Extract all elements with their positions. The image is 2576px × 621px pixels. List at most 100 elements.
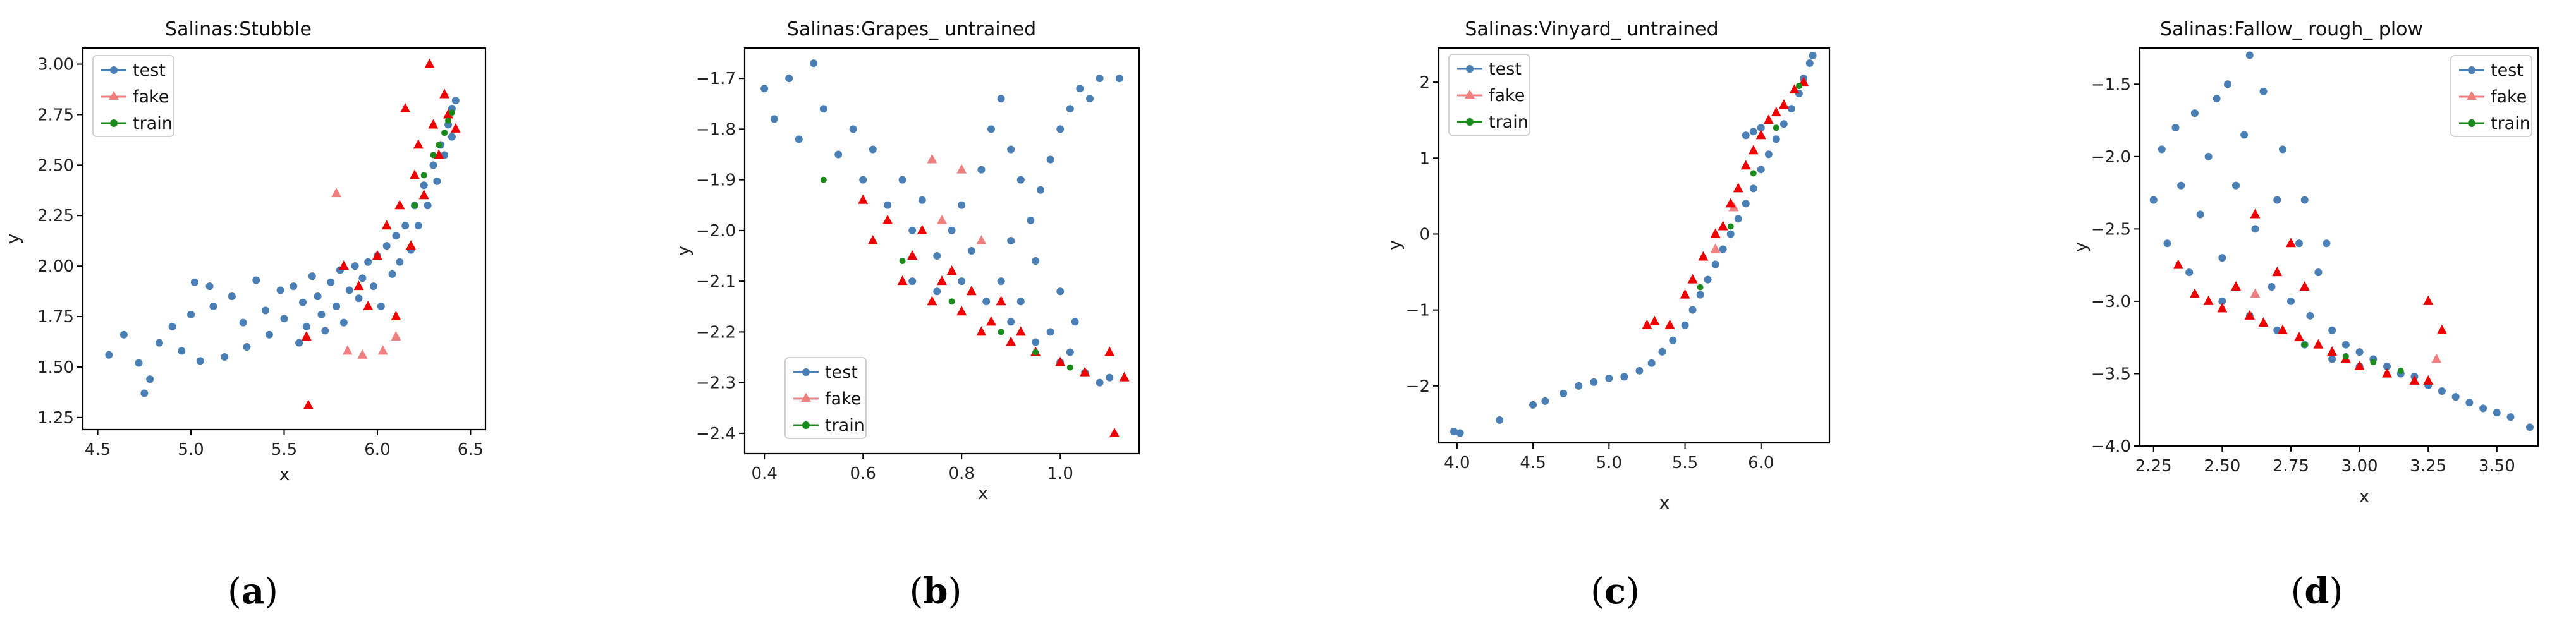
fake-point xyxy=(937,214,947,224)
x-tick-label: 2.75 xyxy=(2273,457,2309,476)
test-point xyxy=(1560,389,1568,397)
test-point xyxy=(1635,366,1644,375)
test-point xyxy=(2355,348,2364,356)
test-point xyxy=(1805,59,1814,68)
y-tick-label: 2.75 xyxy=(37,106,74,124)
test-point xyxy=(1056,287,1065,296)
test-point xyxy=(333,303,341,311)
test-point xyxy=(190,278,198,286)
test-point xyxy=(884,201,892,209)
test-point xyxy=(2190,109,2199,118)
fake-point xyxy=(2409,375,2420,385)
test-point xyxy=(302,323,310,331)
test-point xyxy=(2300,196,2309,204)
test-point xyxy=(1007,318,1015,326)
test-point xyxy=(2479,404,2487,413)
legend-marker-train xyxy=(2468,119,2475,127)
axes-frame xyxy=(2139,47,2539,447)
test-point xyxy=(321,327,329,335)
train-point xyxy=(430,152,437,159)
test-point xyxy=(849,125,857,133)
test-point xyxy=(1096,75,1104,83)
test-point xyxy=(388,270,396,278)
x-axis-label: x xyxy=(1659,492,1670,513)
test-point xyxy=(1757,166,1765,174)
test-point xyxy=(2259,87,2268,95)
y-tick-label: −2.3 xyxy=(696,374,736,393)
x-tick-label: 5.0 xyxy=(178,440,204,459)
train-point xyxy=(899,258,906,265)
test-point xyxy=(2383,363,2391,370)
x-tick-label: 0.4 xyxy=(752,464,778,483)
x-tick-label: 6.0 xyxy=(364,440,390,459)
x-tick-label: 2.50 xyxy=(2204,457,2240,476)
test-point xyxy=(1032,257,1040,265)
fake-point xyxy=(1680,289,1690,299)
y-tick-label: −3.0 xyxy=(2091,292,2131,311)
y-tick-label: 2.25 xyxy=(37,207,74,226)
test-point xyxy=(1779,120,1788,128)
train-point xyxy=(820,176,827,183)
test-point xyxy=(1742,131,1750,140)
test-point xyxy=(1681,321,1689,329)
test-point xyxy=(1529,401,1537,409)
fake-point xyxy=(946,265,957,275)
fake-point xyxy=(1789,84,1800,94)
fake-point xyxy=(927,296,937,306)
test-point xyxy=(364,258,372,266)
test-point xyxy=(2232,181,2240,190)
test-point xyxy=(196,357,204,365)
chart-title: Salinas:Vinyard_ untrained xyxy=(1465,18,1718,40)
test-point xyxy=(1096,378,1104,387)
test-point xyxy=(1007,145,1015,154)
test-point xyxy=(396,258,404,266)
fake-point xyxy=(2277,324,2288,334)
test-point xyxy=(2506,413,2515,421)
test-point xyxy=(262,306,270,315)
panel-b: Salinas:Grapes_ untrained 0.4 0.6 0.8 1.0 −2… xyxy=(673,18,1140,503)
test-point xyxy=(1046,155,1054,164)
test-point xyxy=(770,115,778,123)
test-point xyxy=(1742,200,1750,208)
x-tick-label: 5.5 xyxy=(1672,454,1698,473)
test-point xyxy=(1032,338,1040,346)
test-point xyxy=(358,274,367,282)
test-point xyxy=(420,181,428,190)
fake-point xyxy=(1687,274,1698,284)
y-tick-label: 1 xyxy=(1419,149,1430,168)
test-point xyxy=(2177,181,2185,190)
test-point xyxy=(2213,95,2221,103)
test-point xyxy=(339,318,348,327)
train-point xyxy=(2301,341,2308,348)
caption-b-letter: b xyxy=(923,570,948,612)
test-point xyxy=(1106,373,1114,382)
test-point xyxy=(1787,105,1795,113)
test-point xyxy=(280,315,288,323)
test-point xyxy=(987,125,995,133)
legend-marker-train xyxy=(110,119,118,127)
y-tick-label: 0 xyxy=(1419,225,1430,244)
fake-point xyxy=(986,316,996,326)
test-point xyxy=(2185,268,2194,277)
x-axis-label: x xyxy=(978,483,989,503)
test-point xyxy=(401,222,410,230)
fake-point xyxy=(2189,288,2200,298)
test-point xyxy=(377,303,385,311)
test-point xyxy=(1757,124,1765,132)
y-axis-label: y xyxy=(2070,242,2091,253)
y-axis-label: y xyxy=(3,234,23,244)
test-point xyxy=(1541,397,1549,405)
test-point xyxy=(1046,328,1054,336)
test-point xyxy=(2306,311,2314,320)
panel-d: Salinas:Fallow_ rough_ plow 2.25 2.50 2.75… xyxy=(2070,18,2539,507)
test-point xyxy=(1605,374,1613,382)
legend-label-test: test xyxy=(1489,59,1522,79)
y-tick-label: −1.8 xyxy=(696,120,736,139)
test-point xyxy=(958,277,966,286)
test-point xyxy=(1658,347,1666,356)
test-point xyxy=(140,389,149,397)
legend-marker-fake xyxy=(109,91,119,100)
fake-point xyxy=(372,250,382,260)
test-point xyxy=(1696,291,1704,299)
test-point xyxy=(2438,387,2446,395)
